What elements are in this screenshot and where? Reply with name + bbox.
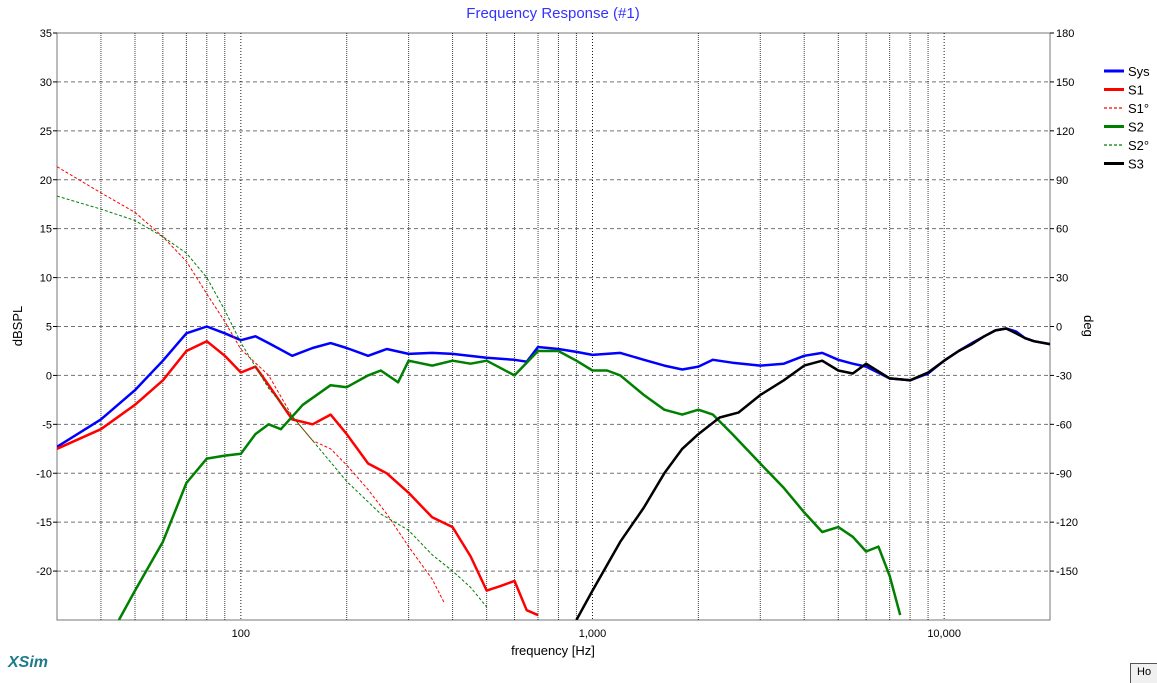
right-tick-label: -30	[1056, 370, 1072, 382]
series-line-s2	[117, 349, 902, 620]
right-tick-label: 0	[1056, 322, 1062, 334]
legend-label: S2	[1128, 120, 1144, 135]
right-tick-label: 150	[1056, 77, 1074, 89]
series-layer	[57, 166, 1050, 620]
left-tick-label: -10	[36, 468, 52, 480]
left-tick-label: 5	[46, 322, 52, 334]
right-tick-label: 120	[1056, 126, 1074, 138]
legend-label: Sys	[1128, 64, 1150, 79]
grid	[57, 33, 1050, 620]
legend-label: S2°	[1128, 138, 1149, 153]
series-line-s1	[57, 339, 539, 617]
x-axis-label: frequency [Hz]	[511, 643, 595, 658]
left-tick-label: 15	[40, 224, 52, 236]
y-axis-label-right: deg	[1081, 315, 1096, 337]
left-tick-label: 25	[40, 126, 52, 138]
legend: Sys S1 S1° S2 S2° S3	[1104, 64, 1150, 172]
left-tick-label: -5	[42, 419, 52, 431]
left-tick-label: -20	[36, 566, 52, 578]
chart-title: Frequency Response (#1)	[466, 5, 639, 22]
right-tick-label: 30	[1056, 273, 1068, 285]
x-axis-ticks: 100 1,000 10,000	[232, 628, 961, 640]
series-line-s2-phase	[57, 195, 488, 608]
x-tick-label: 10,000	[927, 628, 961, 640]
right-axis-ticks: 180 150 120 90 60 30 0 -30 -60 -90 -120 -150	[1050, 28, 1078, 578]
legend-label: S1	[1128, 83, 1144, 98]
right-tick-label: 180	[1056, 28, 1074, 40]
right-tick-label: -120	[1056, 517, 1078, 529]
legend-label: S1°	[1128, 101, 1149, 116]
left-tick-label: -15	[36, 517, 52, 529]
right-tick-label: -60	[1056, 419, 1072, 431]
right-tick-label: 90	[1056, 175, 1068, 187]
left-tick-label: 10	[40, 273, 52, 285]
legend-label: S3	[1128, 157, 1144, 172]
x-tick-label: 1,000	[579, 628, 607, 640]
left-tick-label: 30	[40, 77, 52, 89]
left-tick-label: 0	[46, 370, 52, 382]
right-tick-label: 60	[1056, 224, 1068, 236]
y-axis-label-left: dBSPL	[10, 306, 25, 346]
x-tick-label: 100	[232, 628, 250, 640]
left-axis-ticks: 35 30 25 20 15 10 5 0 -5 -10 -15 -20	[36, 28, 57, 578]
right-tick-label: -150	[1056, 566, 1078, 578]
right-tick-label: -90	[1056, 468, 1072, 480]
series-line-s3	[575, 327, 1050, 620]
series-line-s1-phase	[57, 166, 446, 604]
xsim-logo: XSim	[8, 654, 49, 671]
corner-button[interactable]: Ho	[1130, 663, 1157, 683]
left-tick-label: 35	[40, 28, 52, 40]
left-tick-label: 20	[40, 175, 52, 187]
